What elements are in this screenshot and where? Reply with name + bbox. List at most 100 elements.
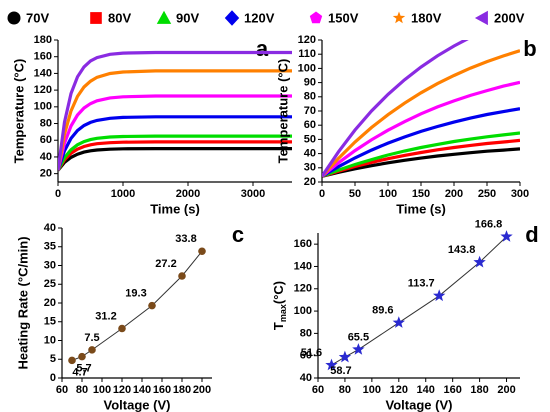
x-tick-label: 300 <box>511 188 529 200</box>
y-tick-label: 20 <box>304 176 316 188</box>
data-label: 51.6 <box>301 347 322 359</box>
x-tick-label: 100 <box>379 188 397 200</box>
series-line <box>322 49 520 178</box>
y-axis-title: Tmax(°C) <box>271 281 288 330</box>
data-point <box>325 358 338 371</box>
data-label: 27.2 <box>155 258 176 270</box>
data-point <box>118 324 126 333</box>
x-tick-label: 1000 <box>111 188 135 200</box>
data-label: 7.5 <box>84 332 99 344</box>
y-tick-label: 40 <box>44 222 56 234</box>
y-tick-label: 80 <box>304 91 316 103</box>
data-point <box>78 352 86 361</box>
series-line <box>322 40 469 178</box>
y-tick-label: 10 <box>44 334 56 346</box>
y-axis-title-main: T <box>271 322 286 330</box>
y-tick-label: 5 <box>50 353 56 365</box>
x-tick-label: 60 <box>56 384 68 396</box>
y-tick-label: 120 <box>34 84 52 96</box>
data-label: 65.5 <box>348 331 369 343</box>
y-tick-label: 100 <box>294 305 312 317</box>
data-point <box>500 230 513 242</box>
data-label: 143.8 <box>448 244 476 256</box>
series-line <box>58 140 292 172</box>
x-tick-label: 200 <box>445 188 463 200</box>
y-tick-label: 110 <box>298 48 316 60</box>
y-tick-label: 60 <box>300 350 312 362</box>
legend-label: 80V <box>108 10 131 25</box>
x-tick-label: 180 <box>173 384 191 396</box>
series-line <box>322 80 520 178</box>
series-line <box>322 147 520 178</box>
legend-label: 70V <box>26 10 49 25</box>
series-line <box>322 138 520 178</box>
x-axis-title: Voltage (V) <box>386 397 453 412</box>
y-tick-label: 40 <box>304 148 316 160</box>
x-tick-label: 0 <box>55 188 61 200</box>
x-tick-label: 2000 <box>176 188 200 200</box>
y-tick-label: 60 <box>40 134 52 146</box>
x-axis-title: Time (s) <box>396 201 446 216</box>
data-label: 31.2 <box>95 310 116 322</box>
y-tick-label: 35 <box>44 241 56 253</box>
y-tick-label: 160 <box>34 51 52 63</box>
legend-marker <box>90 12 102 24</box>
y-tick-label: 20 <box>40 168 52 180</box>
x-tick-label: 140 <box>133 384 151 396</box>
legend-marker <box>309 11 323 24</box>
y-tick-label: 25 <box>44 278 56 290</box>
x-tick-label: 50 <box>349 188 361 200</box>
panel-label: b <box>523 36 536 61</box>
legend-label: 200V <box>494 10 525 25</box>
data-point <box>392 316 405 328</box>
x-tick-label: 160 <box>443 384 461 396</box>
x-tick-label: 3000 <box>241 188 265 200</box>
x-tick-label: 120 <box>390 384 408 396</box>
x-tick-label: 0 <box>319 188 325 200</box>
legend-label: 150V <box>328 10 359 25</box>
legend-label: 120V <box>244 10 275 25</box>
legend-marker <box>224 10 240 26</box>
series-line <box>322 107 520 178</box>
series-line <box>58 69 292 171</box>
data-point <box>148 301 156 310</box>
x-tick-label: 120 <box>113 384 131 396</box>
data-point <box>352 343 365 355</box>
legend-label: 180V <box>411 10 442 25</box>
y-tick-label: 20 <box>44 297 56 309</box>
y-tick-label: 30 <box>304 162 316 174</box>
legend-label: 90V <box>176 10 199 25</box>
y-tick-label: 140 <box>34 67 52 79</box>
y-tick-label: 180 <box>34 34 52 46</box>
panel-label: d <box>525 222 538 247</box>
series-line <box>58 147 292 172</box>
y-axis-title: Temperature (°C) <box>11 59 26 164</box>
y-tick-label: 120 <box>294 283 312 295</box>
x-tick-label: 60 <box>312 384 324 396</box>
y-tick-label: 80 <box>40 117 52 129</box>
legend-marker <box>7 11 21 25</box>
y-axis-title: Heating Rate (°C/min) <box>15 236 30 369</box>
x-tick-label: 200 <box>497 384 515 396</box>
data-label: 5.7 <box>76 363 91 375</box>
data-point <box>433 289 446 302</box>
x-tick-label: 80 <box>339 384 351 396</box>
y-axis-title-sub: max <box>278 304 288 322</box>
data-label: 19.3 <box>125 288 146 300</box>
data-point <box>88 346 96 354</box>
data-point <box>473 255 486 268</box>
legend-marker <box>474 10 488 26</box>
data-label: 113.7 <box>408 278 435 290</box>
y-tick-label: 80 <box>300 327 312 339</box>
y-tick-label: 120 <box>298 34 316 46</box>
panel-label: a <box>256 36 269 61</box>
panel-label: c <box>232 222 244 247</box>
y-tick-label: 40 <box>300 372 312 384</box>
y-tick-label: 100 <box>34 101 52 113</box>
data-point <box>338 350 352 363</box>
y-tick-label: 30 <box>44 259 56 271</box>
y-axis-title-unit: (°C) <box>271 281 286 304</box>
y-tick-label: 100 <box>298 62 316 74</box>
y-tick-label: 90 <box>304 77 316 89</box>
